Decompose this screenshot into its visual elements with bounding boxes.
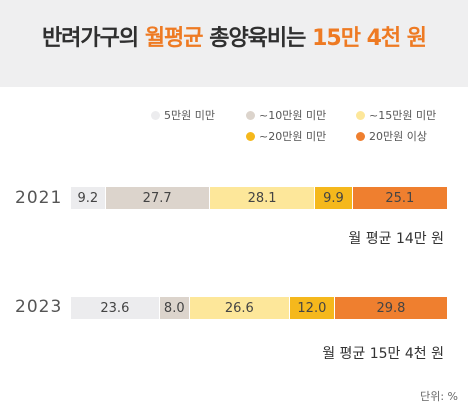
bar-segment-2021-over-20: 25.1 <box>352 187 447 209</box>
bar-segment-2023-under-15: 26.6 <box>189 297 290 319</box>
average-annotation-2023: 월 평균 15만 4천 원 <box>322 346 444 362</box>
bar-value-label: 27.7 <box>142 190 172 206</box>
title-middle: 총양육비는 <box>202 26 313 51</box>
bar-segment-2023-under-5: 23.6 <box>71 297 160 319</box>
bar-segment-2023-over-20: 29.8 <box>334 297 447 319</box>
legend-label-under-5: 5만원 미만 <box>164 109 215 122</box>
legend-item-over-20: 20만원 이상 <box>356 128 427 144</box>
title-prefix: 반려가구의 <box>41 26 145 51</box>
bar-segment-2023-under-20: 12.0 <box>289 297 335 319</box>
stacked-bar-2021: 9.2 27.7 28.1 9.9 25.1 <box>71 187 447 209</box>
legend-label-under-15: ~15만원 미만 <box>369 109 437 122</box>
stacked-bar-2023: 23.6 8.0 26.6 12.0 29.8 <box>71 297 447 319</box>
title-highlight-amount: 15만 4천 원 <box>312 26 427 51</box>
bar-segment-2021-under-15: 28.1 <box>209 187 316 209</box>
bar-value-label: 23.6 <box>100 300 130 316</box>
year-label-2023: 2023 <box>15 297 63 317</box>
legend-item-under-15: ~15만원 미만 <box>356 107 436 123</box>
bar-segment-2023-under-10: 8.0 <box>159 297 190 319</box>
legend-item-under-20: ~20만원 미만 <box>246 128 326 144</box>
average-annotation-2021: 월 평균 14만 원 <box>348 231 444 247</box>
legend-dot-over-20 <box>356 131 365 141</box>
bar-value-label: 26.6 <box>224 300 254 316</box>
legend-item-under-5: 5만원 미만 <box>151 107 215 123</box>
legend-label-over-20: 20만원 이상 <box>369 130 427 143</box>
legend-dot-under-20 <box>246 131 255 141</box>
page-title: 반려가구의 월평균 총양육비는 15만 4천 원 <box>0 20 468 52</box>
bar-value-label: 12.0 <box>297 300 327 316</box>
bar-value-label: 9.9 <box>323 190 344 206</box>
bar-value-label: 28.1 <box>247 190 277 206</box>
unit-label: 단위: % <box>420 390 458 403</box>
header-banner: 반려가구의 월평균 총양육비는 15만 4천 원 <box>0 0 468 87</box>
legend-dot-under-5 <box>151 110 160 120</box>
bar-value-label: 9.2 <box>77 190 99 206</box>
title-highlight-monthly-average: 월평균 <box>144 26 204 51</box>
legend-dot-under-10 <box>246 110 255 120</box>
bar-segment-2021-under-10: 27.7 <box>105 187 210 209</box>
legend-dot-under-15 <box>356 110 365 120</box>
bar-value-label: 25.1 <box>385 190 415 206</box>
bar-value-label: 8.0 <box>163 300 185 316</box>
legend-item-under-10: ~10만원 미만 <box>246 107 326 123</box>
year-label-2021: 2021 <box>15 188 63 208</box>
bar-segment-2021-under-5: 9.2 <box>71 187 106 209</box>
bar-segment-2021-under-20: 9.9 <box>315 187 353 209</box>
legend-label-under-20: ~20만원 미만 <box>259 130 327 143</box>
bar-value-label: 29.8 <box>376 300 406 316</box>
legend-label-under-10: ~10만원 미만 <box>259 109 327 122</box>
